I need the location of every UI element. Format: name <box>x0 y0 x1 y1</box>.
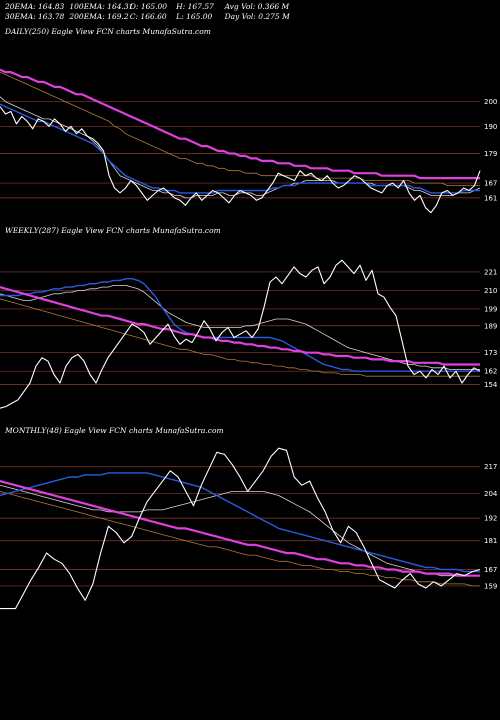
y-tick-label: 167 <box>484 566 497 574</box>
y-tick-label: 161 <box>484 194 497 202</box>
y-tick-label: 189 <box>484 322 497 330</box>
y-tick-label: 200 <box>484 98 497 106</box>
y-tick-label: 210 <box>484 287 497 295</box>
close-value: C: 166.60 <box>129 12 167 21</box>
ema-mid-line <box>0 491 480 587</box>
ema-blue-line <box>0 278 480 372</box>
ema-long-line <box>0 480 480 577</box>
open-value: O: 165.00 <box>129 2 168 11</box>
price-line <box>0 106 481 214</box>
ema-long-line <box>0 68 480 180</box>
ema-fast-line <box>0 284 480 370</box>
y-tick-label: 204 <box>484 490 498 498</box>
y-tick-label: 199 <box>484 305 497 313</box>
price-line <box>0 447 481 610</box>
ema-blue-line <box>0 472 480 573</box>
header-row-1: 20EMA: 164.83 100EMA: 164.31 O: 165.00 H… <box>5 2 289 11</box>
y-tick-label: 154 <box>484 381 498 389</box>
low-value: L: 165.00 <box>176 12 213 21</box>
y-tick-label: 162 <box>484 368 497 376</box>
y-tick-label: 173 <box>484 349 497 357</box>
day-vol-value: Day Vol: 0.275 M <box>224 12 290 21</box>
monthly-panel-label: MONTHLY(48) Eagle View FCN charts Munafa… <box>5 426 224 435</box>
ema200-value: 200EMA: 169.2 <box>69 12 129 21</box>
daily-panel-label: DAILY(250) Eagle View FCN charts MunafaS… <box>5 27 211 36</box>
ema-mid-line <box>0 71 480 186</box>
y-tick-label: 179 <box>484 150 497 158</box>
y-tick-label: 192 <box>484 515 497 523</box>
y-tick-label: 221 <box>484 268 497 276</box>
ema20-value: 20EMA: 164.83 <box>5 2 65 11</box>
high-value: H: 167.57 <box>176 2 214 11</box>
y-tick-label: 167 <box>484 180 497 188</box>
y-tick-label: 159 <box>484 582 497 590</box>
ema30-value: 30EMA: 163.78 <box>5 12 65 21</box>
y-tick-label: 181 <box>484 537 497 545</box>
header-row-2: 30EMA: 163.78 200EMA: 169.2 C: 166.60 L:… <box>5 12 290 21</box>
weekly-panel-label: WEEKLY(287) Eagle View FCN charts Munafa… <box>5 226 221 235</box>
y-tick-label: 190 <box>484 123 497 131</box>
ema-fast-line <box>0 484 480 577</box>
ema-mid-line <box>0 298 480 377</box>
ema100-value: 100EMA: 164.31 <box>69 2 134 11</box>
avg-vol-value: Avg Vol: 0.366 M <box>224 2 290 11</box>
ema-blue-line <box>0 103 480 194</box>
price-line <box>0 259 481 409</box>
y-tick-label: 217 <box>484 463 497 471</box>
ema-long-line <box>0 286 480 366</box>
